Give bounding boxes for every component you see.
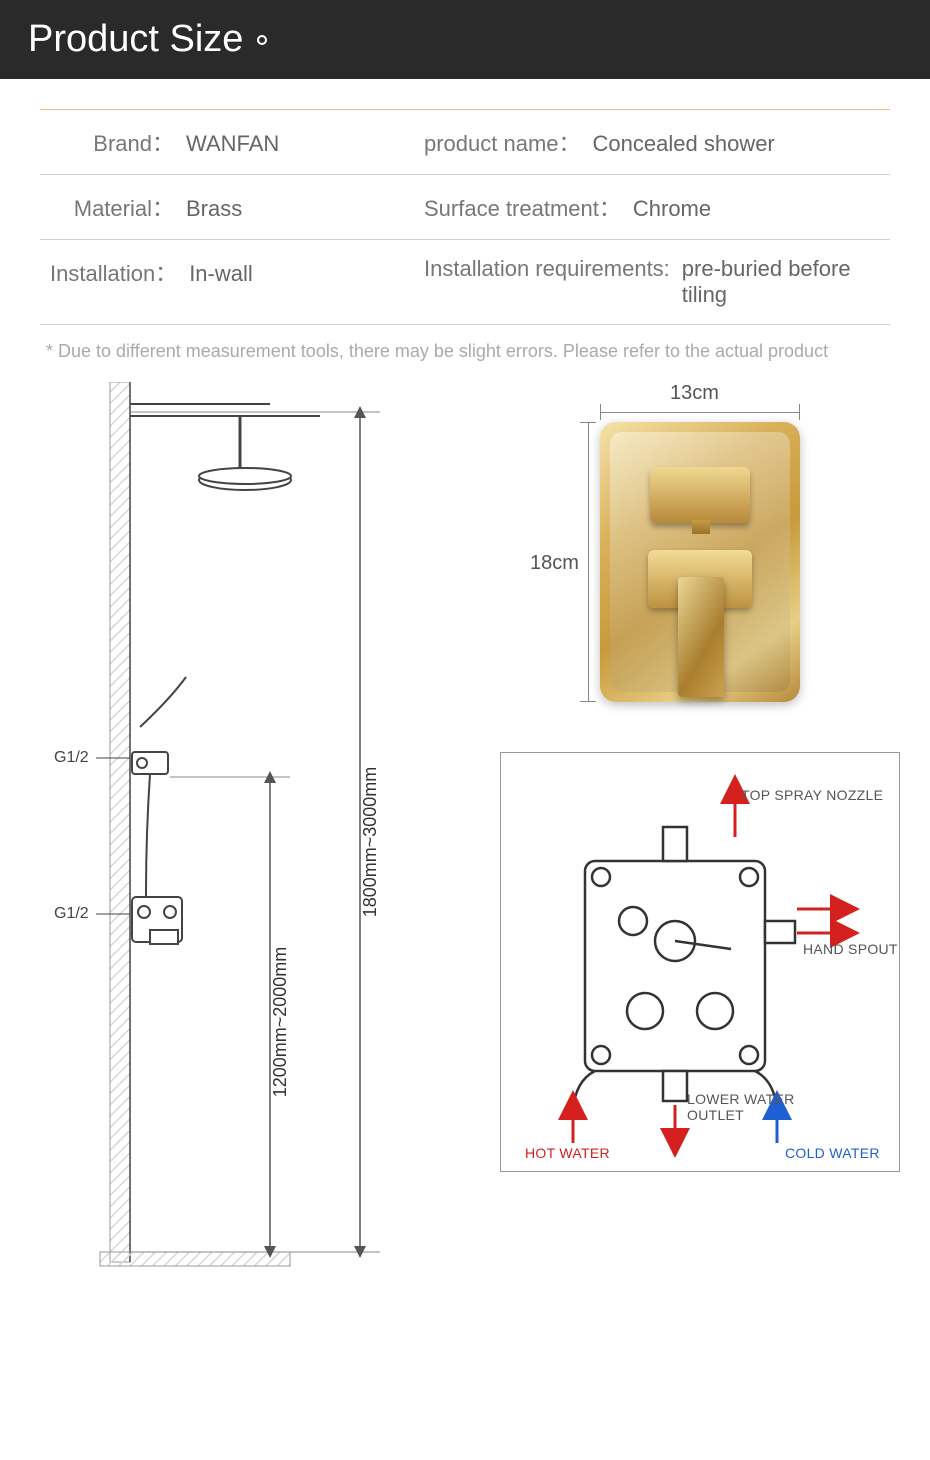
spec-label: Material： — [50, 191, 180, 223]
footnote: * Due to different measurement tools, th… — [40, 337, 890, 382]
content-area: Brand： WANFAN product name： Concealed sh… — [0, 79, 930, 1322]
valve-diagram: TOP SPRAY NOZZLE HAND SPOUT LOWER WATER … — [500, 752, 900, 1172]
diagram-area: G1/2 G1/2 1800mm~3000mm — [40, 382, 890, 1302]
spec-value: In-wall — [183, 261, 253, 287]
spec-cell: Brand： WANFAN — [40, 110, 414, 174]
table-row: Brand： WANFAN product name： Concealed sh… — [40, 110, 890, 175]
control-plate-figure: 13cm 18cm — [500, 382, 860, 712]
label-hand-spout: HAND SPOUT — [803, 941, 898, 957]
label-top-nozzle: TOP SPRAY NOZZLE — [741, 787, 883, 803]
label-cold-water: COLD WATER — [785, 1145, 880, 1161]
right-column: 13cm 18cm — [500, 382, 900, 1282]
spec-label: Installation requirements: — [424, 256, 676, 282]
dim-inner: 1200mm~2000mm — [270, 947, 290, 1098]
section-header: Product Size — [0, 0, 930, 79]
spec-table: Brand： WANFAN product name： Concealed sh… — [40, 109, 890, 325]
spec-value: WANFAN — [180, 131, 279, 157]
plate-width-label: 13cm — [670, 382, 719, 405]
spec-cell: Installation： In-wall — [40, 240, 414, 324]
spec-label: Brand： — [50, 126, 180, 158]
header-title: Product Size — [28, 18, 243, 61]
label-lower-outlet: LOWER WATER OUTLET — [687, 1091, 795, 1123]
conn-label: G1/2 — [54, 905, 89, 922]
lever-handle — [678, 577, 724, 697]
spec-value: Brass — [180, 196, 242, 222]
table-row: Material： Brass Surface treatment： Chrom… — [40, 175, 890, 240]
spec-cell: Material： Brass — [40, 175, 414, 239]
dim-outer: 1800mm~3000mm — [360, 767, 380, 918]
shower-schematic: G1/2 G1/2 1800mm~3000mm — [40, 382, 470, 1282]
conn-label: G1/2 — [54, 749, 89, 766]
spec-label: Surface treatment： — [424, 191, 627, 223]
bullet-icon — [257, 35, 267, 45]
knob-stem — [692, 520, 710, 534]
label-hot-water: HOT WATER — [525, 1145, 610, 1161]
plate-height-label: 18cm — [530, 552, 579, 575]
spec-cell: Surface treatment： Chrome — [414, 175, 890, 239]
spec-cell: product name： Concealed shower — [414, 110, 890, 174]
spec-label: product name： — [424, 126, 587, 158]
spec-cell: Installation requirements: pre-buried be… — [414, 240, 890, 324]
spec-value: Concealed shower — [587, 131, 775, 157]
table-row: Installation： In-wall Installation requi… — [40, 240, 890, 325]
diverter-knob — [650, 467, 750, 523]
spec-value: Chrome — [627, 196, 711, 222]
spec-value: pre-buried before tiling — [676, 256, 880, 308]
spec-label: Installation： — [50, 256, 183, 288]
